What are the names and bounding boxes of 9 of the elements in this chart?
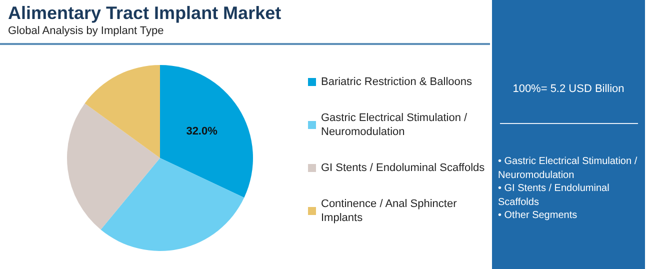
legend-label: GI Stents / Endoluminal Scaffolds xyxy=(321,162,486,174)
text: 100%= 5.2 USD Billion xyxy=(512,83,626,95)
legend-label: Gastric Electrical Stimulation / Neuromodulation xyxy=(321,112,470,138)
legend-label: Continence / Anal Sphincter Implants xyxy=(321,198,460,224)
legend-label: Bariatric Restriction & Balloons xyxy=(321,76,473,88)
chart-title: Alimentary Tract Implant Market xyxy=(8,3,282,24)
text: • Gastric Electrical Stimulation / Neuromodulation • GI Stents / Endoluminal Scaffolds • Other Segments xyxy=(498,155,638,222)
data-label: 32.0% xyxy=(186,125,218,138)
chart-subtitle: Global Analysis by Implant Type xyxy=(8,25,164,37)
